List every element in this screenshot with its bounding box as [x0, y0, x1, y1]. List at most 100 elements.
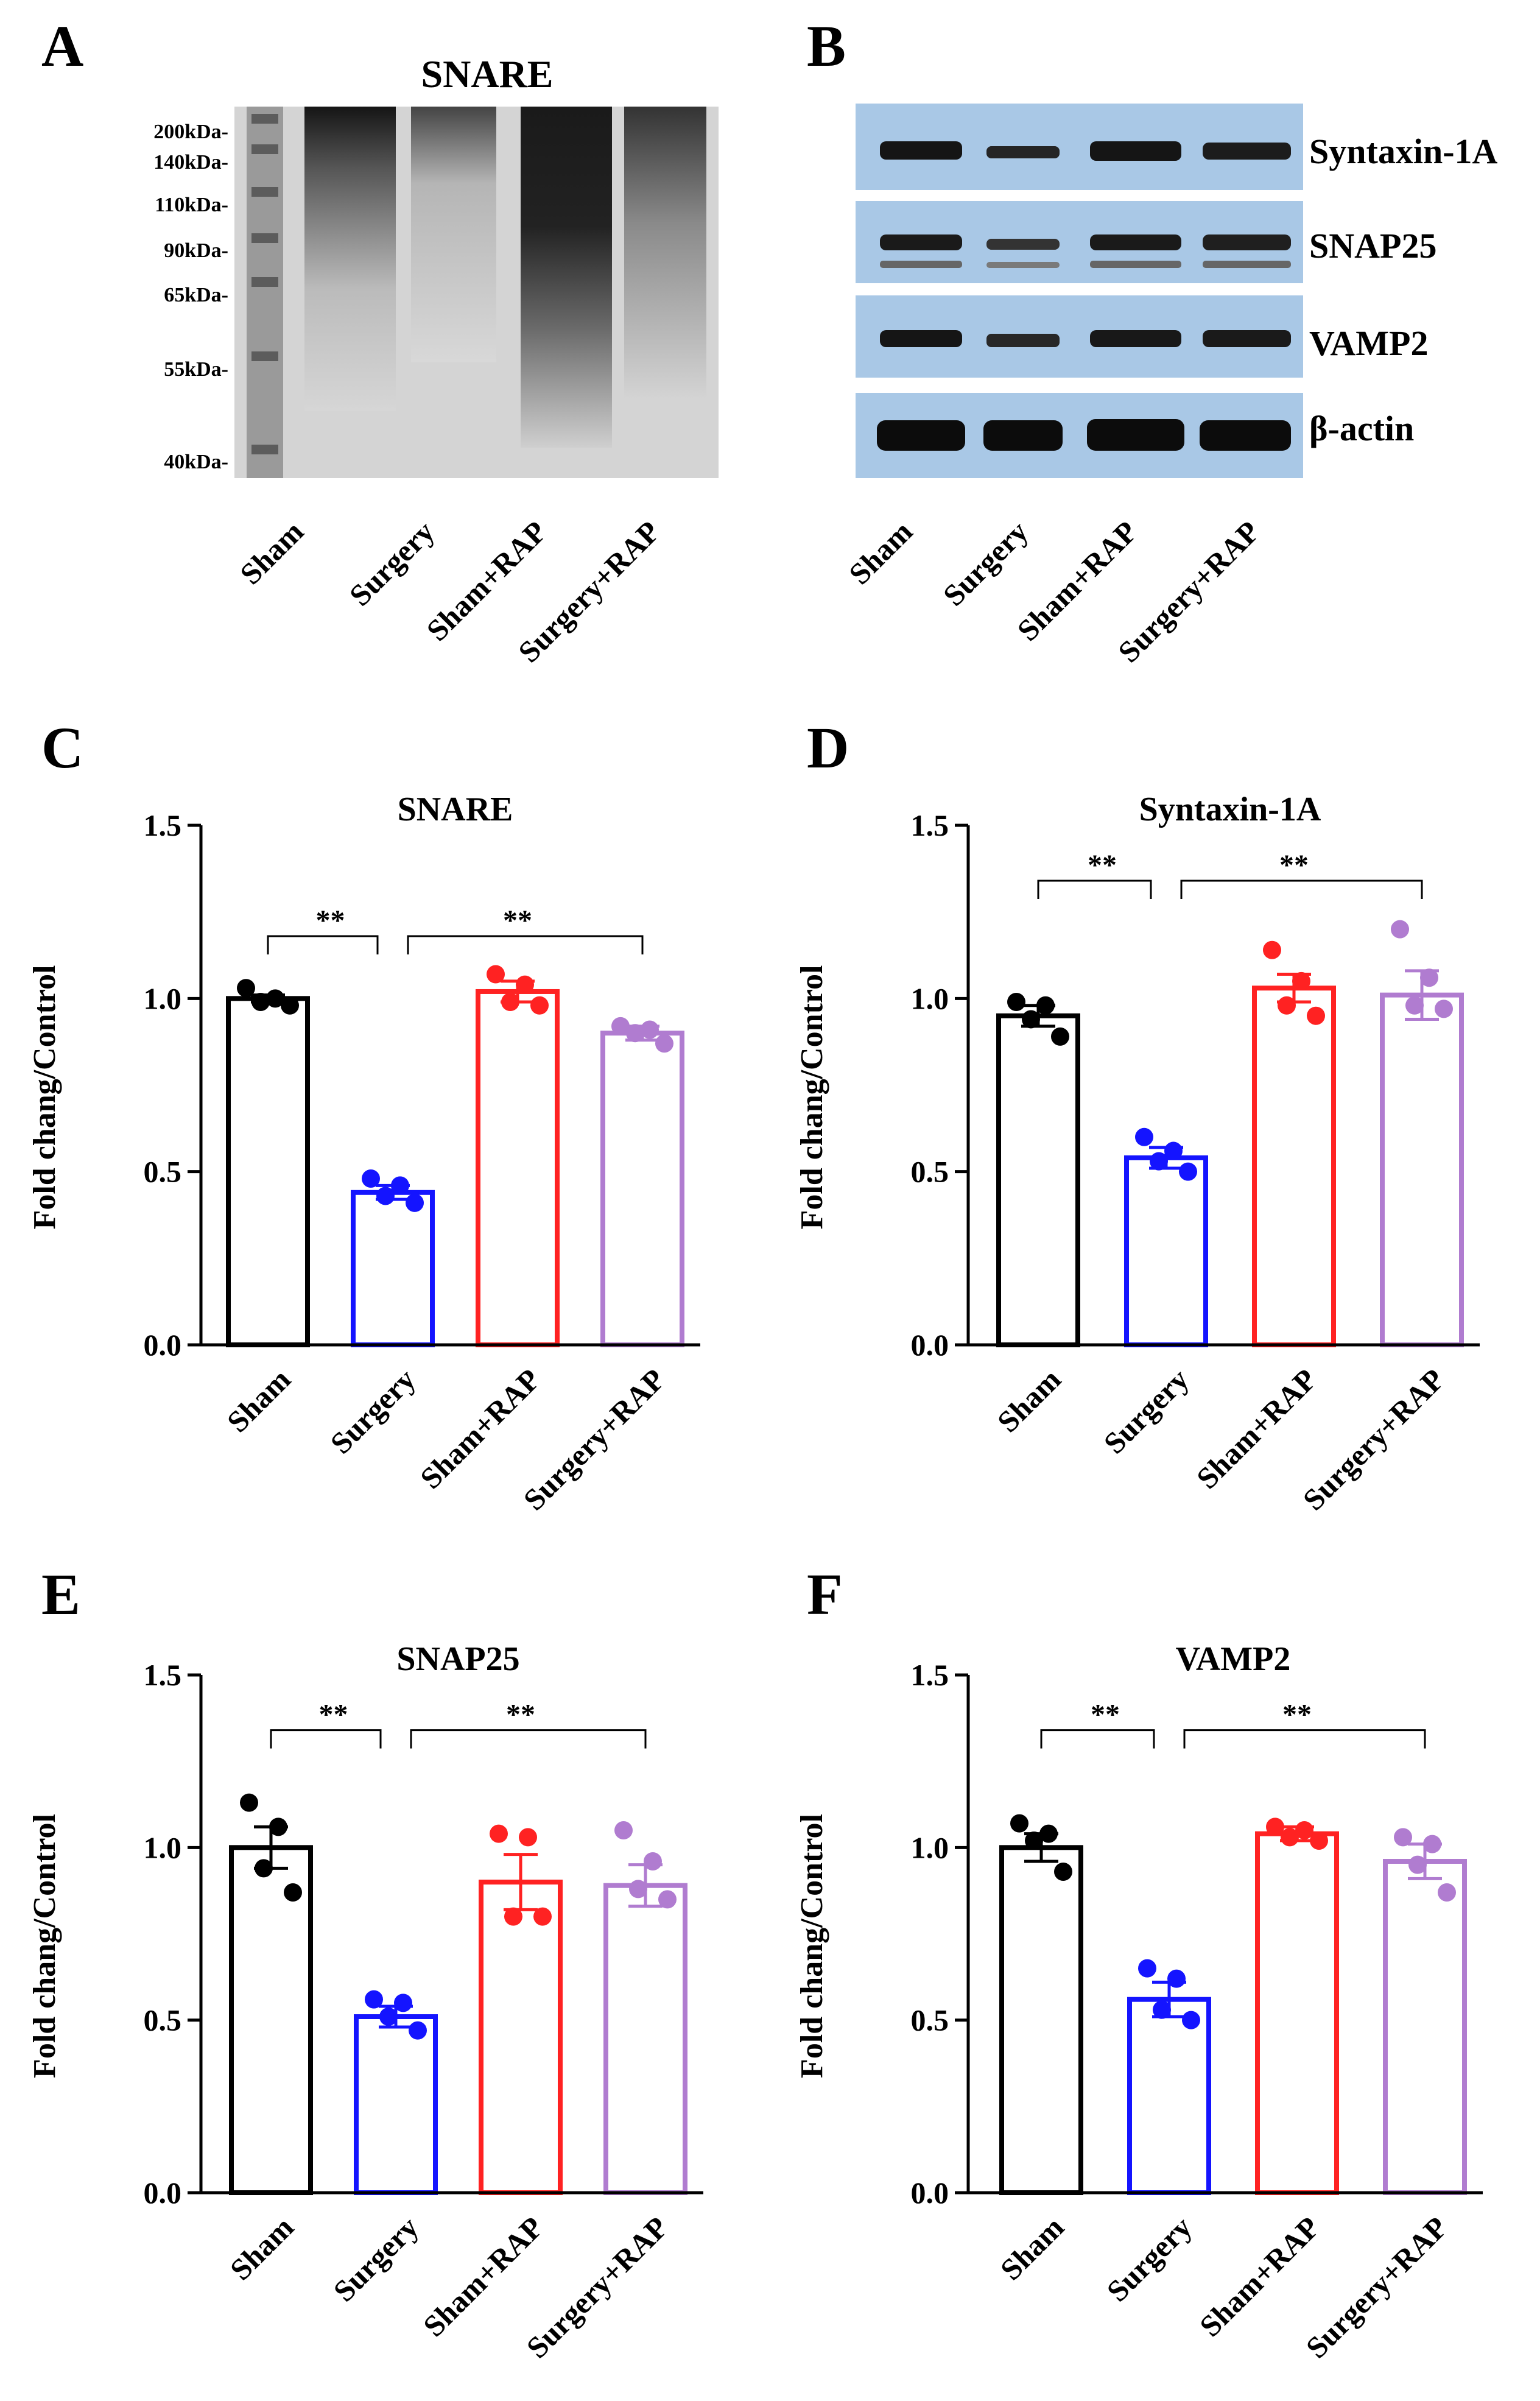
western-blot-strips [856, 104, 1303, 478]
chart-e-point-0-3 [284, 1883, 302, 1902]
chart-d-point-3-3 [1435, 1000, 1453, 1018]
chart-f-point-2-3 [1310, 1832, 1328, 1850]
chart-e-ytick-label: 0.5 [144, 2003, 182, 2037]
chart-e-ytick-label: 1.0 [144, 1830, 182, 1864]
chart-c-bar-0 [226, 996, 310, 1348]
chart-e-sig-label-1: ** [506, 1699, 535, 1731]
chart-d-point-0-3 [1051, 1027, 1069, 1046]
chart-e-point-0-2 [255, 1859, 273, 1878]
chart-c-point-0-1 [266, 989, 284, 1008]
chart-e-point-3-1 [644, 1852, 662, 1870]
chart-c-sig-label-0: ** [316, 904, 345, 937]
chart-e-point-0-1 [269, 1817, 287, 1836]
chart-e-point-3-3 [658, 1890, 677, 1909]
chart-d-sig-bracket-1 [1180, 880, 1423, 899]
chart-c-ytick-label: 1.5 [144, 808, 182, 842]
chart-f-ylabel: Fold chang/Control [795, 1814, 829, 2078]
chart-d-point-1-0 [1135, 1127, 1153, 1146]
chart-e-xtick-label: Sham [223, 2210, 300, 2286]
panel-letter-e: E [41, 1562, 80, 1627]
chart-e-bar-2 [479, 1880, 563, 2195]
chart-c-bar-1 [351, 1190, 435, 1347]
chart-c-ytick-label: 1.0 [144, 981, 182, 1015]
chart-d-ytick-label: 1.0 [911, 981, 949, 1015]
ladder-55: 55kDa- [164, 358, 228, 381]
chart-c-ytick-label: 0.5 [144, 1155, 182, 1189]
chart-f-point-0-2 [1025, 1832, 1043, 1850]
ladder-65: 65kDa- [164, 284, 228, 306]
chart-d-xtick-label: Sham+RAP [1190, 1362, 1323, 1495]
chart-f-point-3-1 [1423, 1835, 1441, 1853]
chart-c-xtick-label: Surgery [323, 1362, 421, 1460]
chart-e-point-3-0 [614, 1821, 633, 1839]
chart-e-point-1-0 [365, 1990, 383, 2009]
chart-e-sig-label-0: ** [319, 1699, 348, 1731]
chart-c-ylabel: Fold chang/Control [27, 965, 62, 1230]
panel-letter-c: C [41, 715, 83, 780]
chart-f-xtick-label: Surgery [1100, 2210, 1198, 2308]
chart-f-point-3-3 [1438, 1883, 1456, 1902]
chart-e-point-1-2 [379, 2008, 398, 2026]
band-label-vamp2: VAMP2 [1309, 323, 1429, 363]
chart-d-point-3-0 [1391, 920, 1409, 939]
chart-f-point-1-1 [1167, 1969, 1186, 1988]
chart-e-point-2-2 [504, 1907, 522, 1926]
chart-c-point-1-3 [406, 1193, 424, 1212]
strip-beta-actin [856, 393, 1303, 478]
chart-c-point-1-1 [391, 1176, 409, 1195]
chart-c-point-2-3 [530, 996, 549, 1015]
chart-f-point-2-2 [1281, 1828, 1299, 1847]
chart-c-title: SNARE [398, 791, 513, 828]
chart-d-bar-3 [1380, 992, 1464, 1347]
chart-d-point-2-2 [1278, 996, 1296, 1015]
chart-d-sig-label-1: ** [1279, 849, 1309, 881]
band-label-snap25: SNAP25 [1309, 226, 1437, 266]
chart-c-bar-3 [600, 1031, 684, 1347]
chart-e-ytick-label: 1.5 [144, 1658, 182, 1692]
chart-f-ytick-label: 0.0 [911, 2176, 949, 2210]
chart-c-point-3-1 [641, 1020, 659, 1039]
ladder-40: 40kDa- [164, 451, 228, 473]
chart-d-sig-label-0: ** [1088, 849, 1117, 881]
chart-f-sig-label-0: ** [1091, 1699, 1120, 1731]
chart-f-point-1-3 [1182, 2011, 1200, 2029]
chart-c-point-3-3 [655, 1034, 673, 1053]
chart-c-point-1-0 [362, 1169, 380, 1188]
chart-d-bar-0 [996, 1013, 1080, 1348]
chart-d-point-0-1 [1036, 996, 1055, 1015]
chart-c-xtick-label: Sham+RAP [413, 1362, 547, 1495]
chart-f-point-0-1 [1039, 1824, 1058, 1843]
chart-e-ylabel: Fold chang/Control [27, 1814, 62, 2078]
chart-c-sig-bracket-1 [407, 935, 644, 954]
chart-d-bar-1 [1124, 1155, 1208, 1348]
chart-d-ytick-label: 1.5 [911, 808, 949, 842]
chart-f-bar-2 [1255, 1831, 1339, 2196]
chart-e-xtick-label: Surgery [326, 2210, 424, 2308]
chart-f-ytick-label: 1.5 [911, 1658, 949, 1692]
chart-e-bar-3 [603, 1883, 687, 2196]
chart-f-sig-bracket-1 [1183, 1729, 1426, 1749]
chart-d-xtick-label: Sham [991, 1362, 1067, 1439]
chart-d-point-3-2 [1405, 996, 1424, 1015]
chart-f-sig-bracket-0 [1040, 1729, 1155, 1749]
panel-letter-a: A [41, 13, 84, 79]
chart-c-sig-bracket-0 [267, 935, 379, 954]
chart-c-point-2-0 [487, 965, 505, 984]
chart-e-point-1-1 [394, 1994, 412, 2012]
band-label-syntaxin-1a: Syntaxin-1A [1309, 132, 1498, 171]
chart-c-point-3-2 [626, 1024, 644, 1043]
chart-f-point-0-3 [1054, 1863, 1072, 1881]
ladder-200: 200kDa- [153, 121, 228, 143]
chart-f-point-2-1 [1295, 1821, 1313, 1839]
chart-f-xtick-label: Sham+RAP [1193, 2210, 1326, 2343]
chart-e-point-3-2 [629, 1880, 647, 1899]
chart-e-point-0-0 [240, 1793, 258, 1812]
chart-e-bar-0 [229, 1845, 313, 2195]
chart-f-point-3-0 [1394, 1828, 1412, 1847]
chart-e-point-1-3 [409, 2021, 427, 2040]
panel-letter-b: B [807, 13, 846, 79]
chart-f-bar-3 [1383, 1859, 1467, 2195]
chart-c-ytick-label: 0.0 [144, 1328, 182, 1362]
chart-d-xtick-label: Surgery [1097, 1362, 1195, 1460]
